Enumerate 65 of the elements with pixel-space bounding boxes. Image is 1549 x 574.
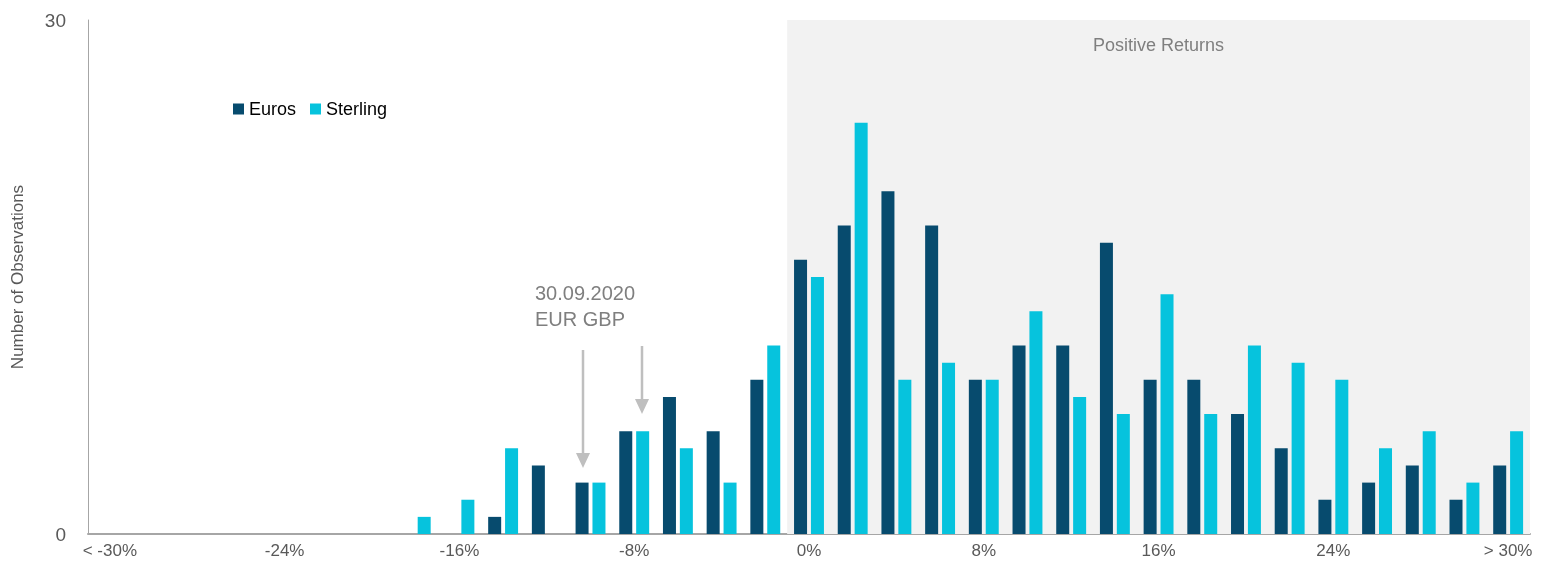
bar [1116,414,1130,534]
bar [1099,242,1113,534]
bar [1012,345,1026,534]
bar [794,259,808,534]
bar [1291,362,1305,534]
bar [1143,379,1157,534]
x-tick-label: 24% [1316,541,1351,560]
bar [767,345,781,534]
bar [1422,431,1436,534]
y-axis-title: Number of Observations [8,184,27,370]
bar [662,396,676,534]
bar [461,499,475,534]
band-label: Positive Returns [1093,35,1225,55]
annotation: 30.09.2020 EUR GBP [535,282,636,330]
bar [1362,482,1376,534]
bar [636,431,650,534]
x-tick-label: 0% [796,541,822,560]
x-tick-label: -24% [264,541,305,560]
x-tick-label: 8% [971,541,997,560]
bar [417,516,431,534]
bar [1160,294,1174,534]
bar [488,516,502,534]
bar [1204,414,1218,534]
bar [1231,414,1245,534]
bar [942,362,956,534]
bar [1510,431,1524,534]
bar [679,448,693,534]
y-tick-label: 0 [55,523,66,545]
legend-label: Euros [249,99,297,119]
bar [854,122,868,534]
bar [1247,345,1261,534]
bar [1466,482,1480,534]
legend-label: Sterling [326,99,388,119]
x-tick-label: 16% [1141,541,1176,560]
bar [531,465,545,534]
bar [505,448,519,534]
x-tick-label: -16% [439,541,480,560]
bar [1449,499,1463,534]
x-tick-label: > 30% [1483,541,1533,560]
bar [925,225,939,534]
bar [1274,448,1288,534]
y-tick-label: 30 [44,9,66,31]
bar [723,482,737,534]
bar [1379,448,1393,534]
bar [881,191,895,534]
bar [706,431,720,534]
bar [837,225,851,534]
bar [1029,311,1043,534]
bar [1318,499,1332,534]
bar [1073,396,1087,534]
bar [968,379,982,534]
bar [1335,379,1349,534]
x-tick-label: -8% [619,541,650,560]
bar [898,379,912,534]
bar [750,379,764,534]
bar [1493,465,1507,534]
bar [810,277,824,534]
bar [592,482,606,534]
bar [619,431,633,534]
bar [1187,379,1201,534]
bar [985,379,999,534]
bar [1056,345,1070,534]
bar [575,482,589,534]
bar [1405,465,1419,534]
x-tick-label: < -30% [82,541,138,560]
